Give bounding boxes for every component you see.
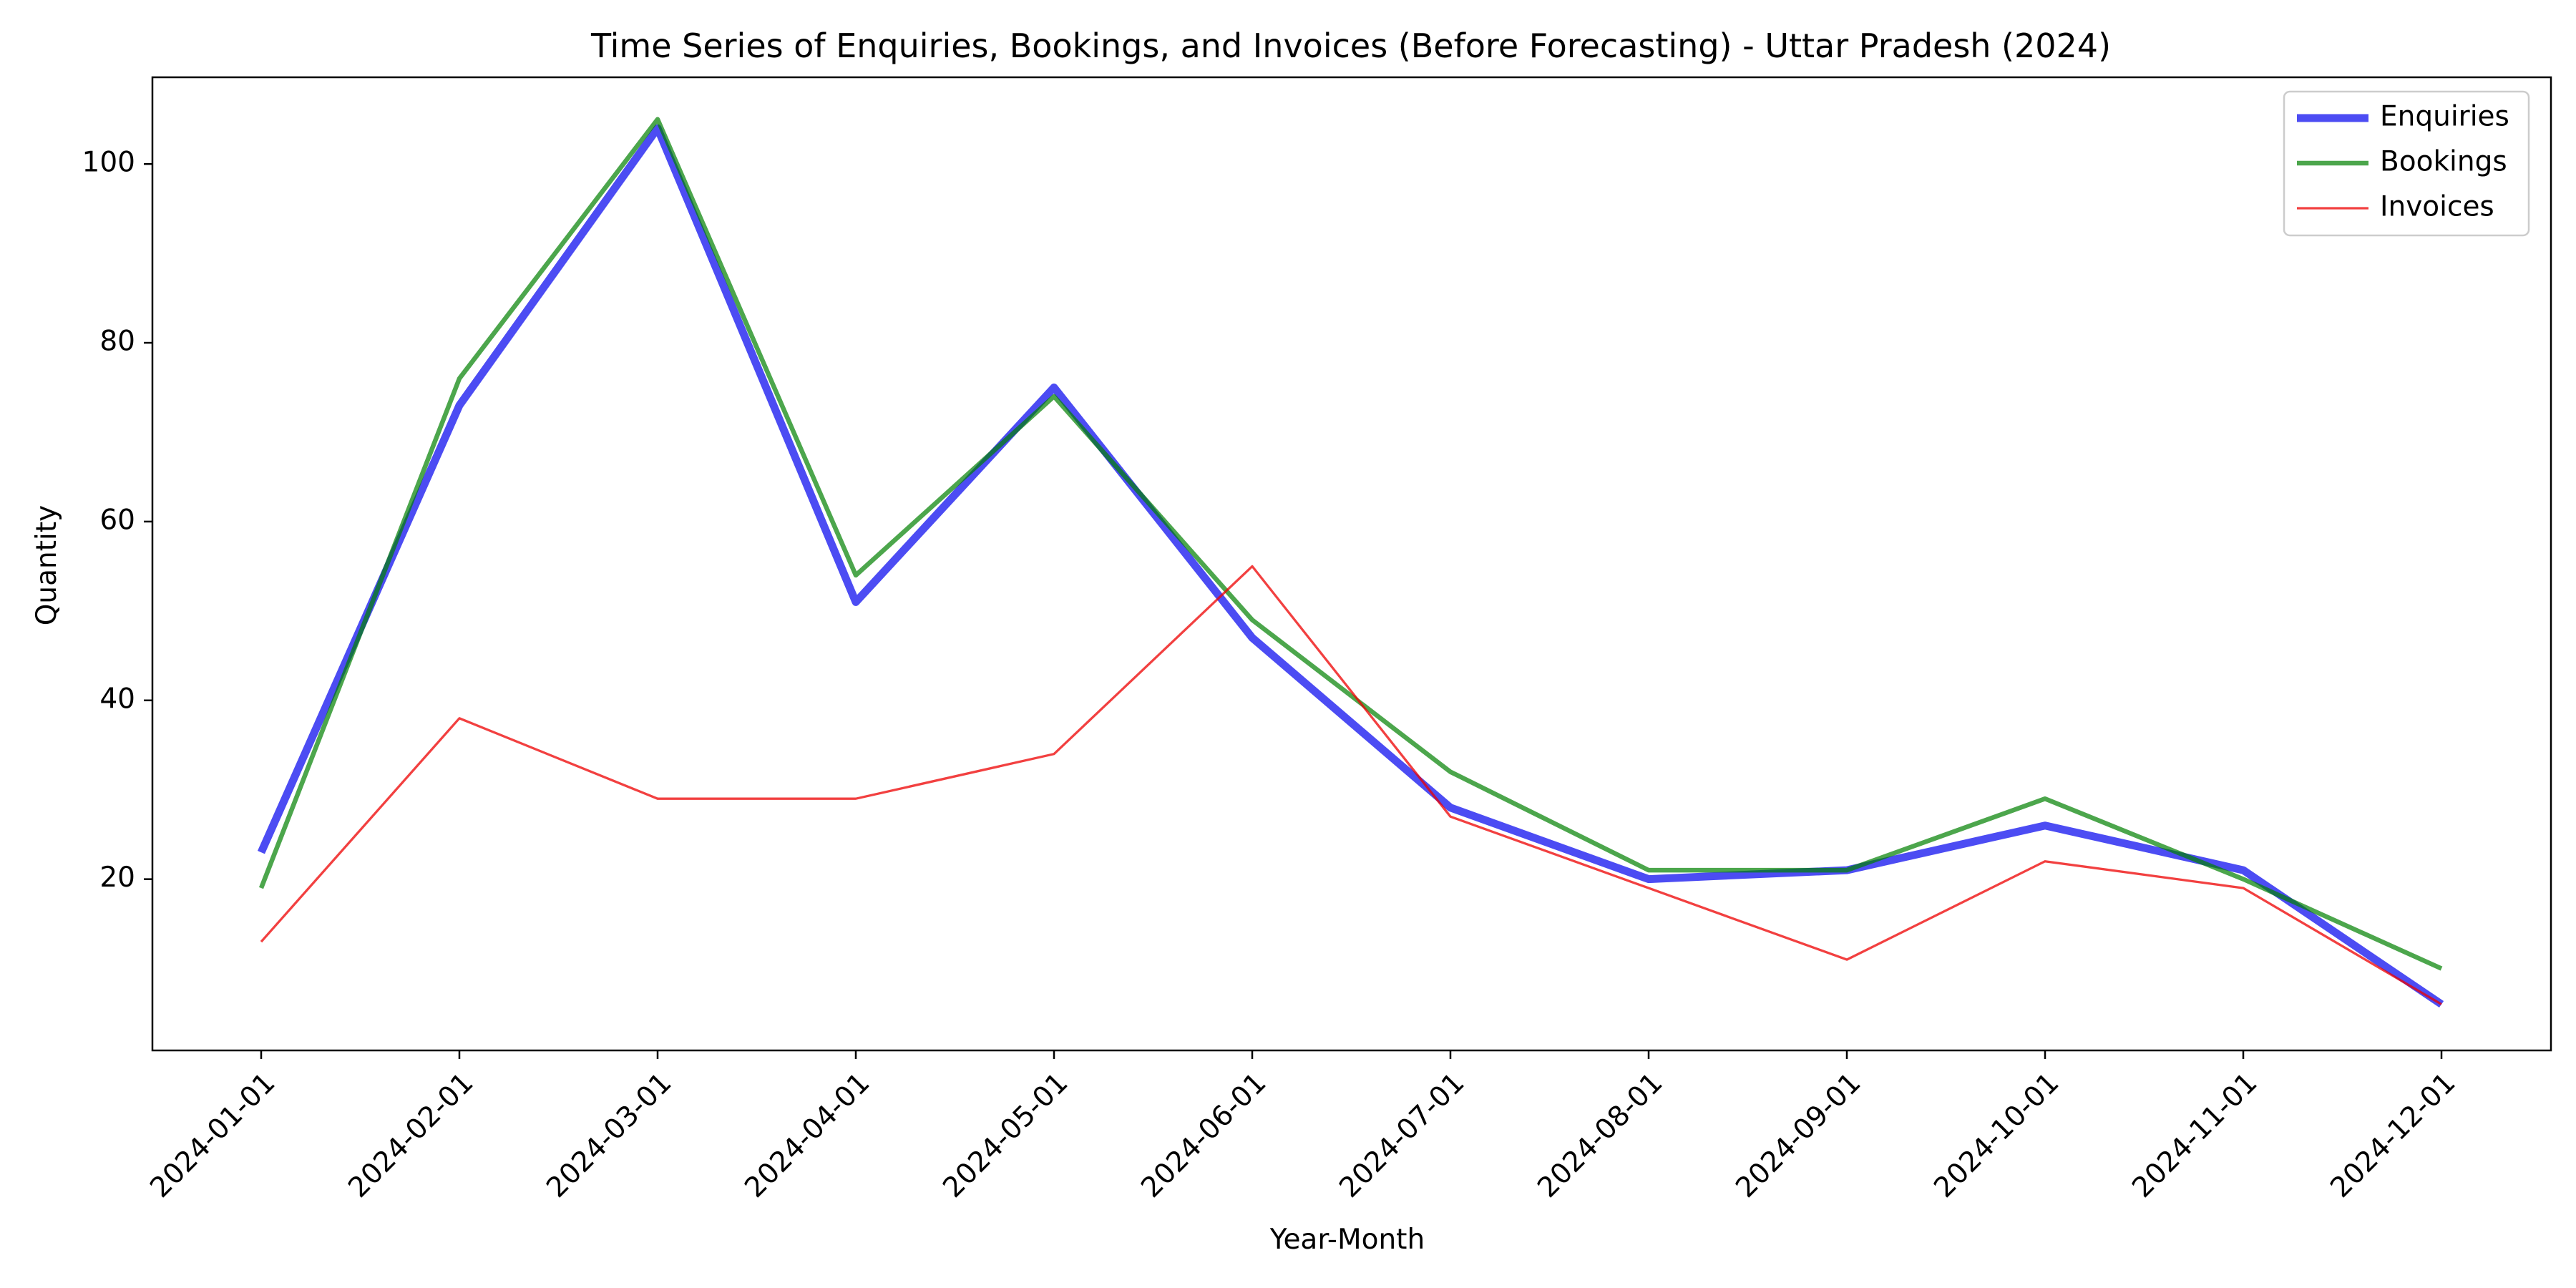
- chart-title: Time Series of Enquiries, Bookings, and …: [590, 26, 2111, 65]
- y-tick-label: 40: [99, 683, 135, 715]
- legend-label-bookings: Bookings: [2380, 146, 2507, 178]
- series-line-enquiries: [257, 124, 2444, 1008]
- chart-legend: Enquiries Bookings Invoices: [2283, 90, 2530, 237]
- legend-box: [2283, 90, 2530, 237]
- legend-label-enquiries: Enquiries: [2380, 101, 2509, 133]
- series-lines: [257, 117, 2444, 1008]
- y-axis-label: Quantity: [31, 505, 63, 626]
- series-line-bookings: [258, 117, 2443, 971]
- y-tick-label: 80: [99, 326, 135, 358]
- y-tick-label: 20: [99, 862, 135, 894]
- series-line-invoices: [260, 565, 2442, 1005]
- x-axis-label: Year-Month: [1269, 1224, 1425, 1256]
- y-tick-label: 60: [99, 504, 135, 536]
- legend-label-invoices: Invoices: [2380, 191, 2494, 223]
- plot-area: [151, 76, 2552, 1052]
- y-axis-ticks: 20 40 60 80 100: [82, 147, 152, 894]
- y-tick-label: 100: [82, 147, 135, 179]
